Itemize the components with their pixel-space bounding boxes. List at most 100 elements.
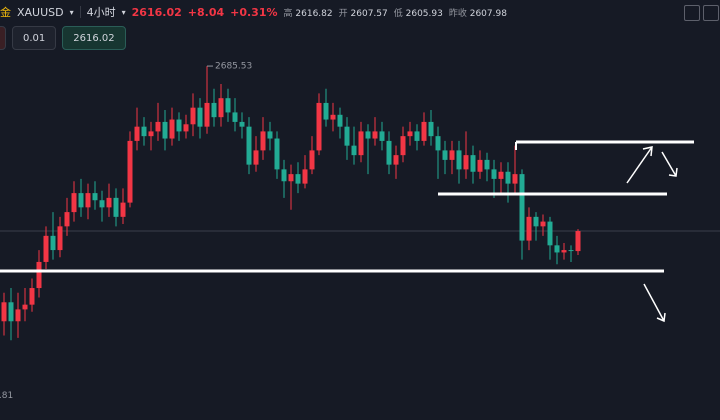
high-marker-label: 2685.53: [215, 62, 252, 72]
candle-body: [113, 197, 119, 217]
arrow-head: [656, 312, 666, 323]
candle-body: [428, 121, 434, 137]
candle-body: [547, 221, 553, 246]
settings-icon[interactable]: [684, 5, 700, 21]
candle-body: [344, 126, 350, 146]
candle-body: [554, 245, 560, 253]
high: 2616.82: [295, 8, 333, 19]
prev-close: 2607.98: [469, 8, 507, 19]
candle-body: [15, 309, 21, 322]
candle-body: [1, 302, 7, 322]
candle-body: [260, 131, 266, 151]
candle-body: [253, 150, 259, 165]
candle-body: [57, 226, 63, 251]
candle-body: [85, 193, 91, 208]
candle-body: [8, 302, 14, 322]
interval[interactable]: 4小时: [86, 6, 116, 19]
candle-body: [512, 174, 518, 184]
candle-body: [141, 126, 147, 137]
arrow-head: [668, 167, 678, 177]
low: 2605.93: [405, 8, 443, 19]
candle-body: [197, 107, 203, 127]
prev-label: 昨收: [448, 8, 467, 19]
candle-body: [246, 126, 252, 165]
candle-body: [393, 155, 399, 165]
candle-body: [64, 212, 70, 227]
arrow-down: [661, 151, 677, 177]
candle-body: [309, 150, 315, 170]
candle-body: [365, 131, 371, 139]
candle-body: [204, 102, 210, 127]
candle-body: [337, 114, 343, 127]
candle-body: [50, 235, 56, 251]
candle-body: [288, 174, 294, 182]
arrow-down: [643, 283, 665, 322]
symbol-header: 金 XAUUSD ▾ 4小时 ▾ 2616.02 +8.04 +0.31% 高 …: [0, 5, 507, 20]
candle-body: [176, 119, 182, 132]
candle-body: [155, 121, 161, 132]
menu-icon[interactable]: [703, 5, 719, 21]
candle-body: [386, 140, 392, 165]
candle-body: [400, 136, 406, 156]
candle-body: [491, 169, 497, 179]
candle-body: [484, 159, 490, 170]
candle-body: [78, 193, 84, 208]
candle-body: [463, 155, 469, 170]
candle-body: [232, 112, 238, 122]
candle-body: [127, 140, 133, 203]
arrow-head: [642, 146, 653, 157]
candle-body: [575, 231, 581, 252]
candle-body: [505, 171, 511, 184]
candle-body: [148, 131, 154, 137]
candle-body: [211, 102, 217, 118]
candle-body: [470, 155, 476, 172]
candle-body: [218, 98, 224, 118]
candle-body: [302, 169, 308, 184]
candle-body: [498, 171, 504, 179]
candle-body: [568, 250, 574, 252]
price: 2616.02: [131, 5, 182, 19]
candle-body: [477, 159, 483, 172]
market-tag: 金: [0, 6, 11, 19]
candle-body: [435, 136, 441, 151]
low-label: 低: [393, 8, 403, 19]
change-pct: +0.31%: [230, 5, 278, 19]
candle-body: [456, 150, 462, 170]
candle-body: [106, 197, 112, 208]
lot-input[interactable]: 0.01: [12, 26, 57, 50]
symbol[interactable]: XAUUSD: [17, 5, 64, 19]
candle-body: [43, 235, 49, 262]
candle-body: [267, 131, 273, 139]
candle-body: [134, 126, 140, 141]
candle-body: [29, 288, 35, 305]
candle-body: [162, 121, 168, 139]
candle-body: [22, 304, 28, 310]
sell-button[interactable]: [0, 26, 6, 50]
candle-body: [169, 119, 175, 139]
candle-body: [526, 216, 532, 241]
candle-body: [449, 150, 455, 160]
candle-body: [442, 150, 448, 160]
candle-body: [239, 121, 245, 127]
candle-body: [421, 121, 427, 141]
candle-body: [358, 131, 364, 156]
candle-body: [540, 221, 546, 227]
candle-body: [92, 193, 98, 201]
candle-body: [407, 131, 413, 137]
candle-body: [561, 250, 567, 253]
order-toolbar: 0.01 2616.02: [0, 26, 126, 50]
candle-body: [99, 200, 105, 208]
change: +8.04: [187, 5, 225, 19]
candle-body: [36, 261, 42, 289]
candle-body: [295, 174, 301, 184]
candle-body: [183, 124, 189, 132]
candle-body: [120, 202, 126, 217]
high-label: 高: [283, 8, 293, 19]
candle-body: [330, 114, 336, 120]
arrow-up: [626, 146, 653, 184]
open-label: 开: [338, 8, 348, 19]
open: 2607.57: [350, 8, 388, 19]
price-button[interactable]: 2616.02: [62, 26, 126, 50]
